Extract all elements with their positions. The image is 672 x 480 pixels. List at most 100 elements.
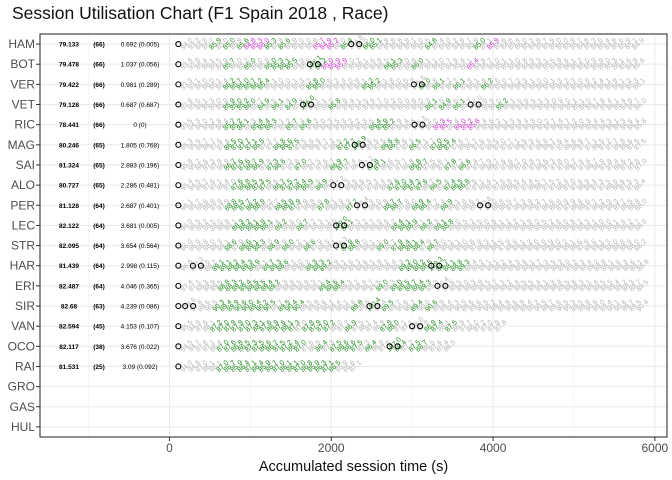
y-tick-label: HUL: [11, 420, 35, 434]
pit-out-marker: [190, 302, 197, 310]
pit-in-marker: [410, 81, 417, 88]
driver-row-rai: RAI 81.531 (25) 3.09 (0.092) 94.094.887.086.…: [15, 359, 363, 374]
y-tick-label: OCO: [8, 339, 35, 353]
driver-row-har: HAR 81.439 (64) 2.998 (0.115) 96.8117.388.58…: [10, 256, 651, 273]
lap-labels: 94.093.284.885.785.985.085.085.985.684.8…: [180, 34, 646, 51]
y-tick-label: VER: [10, 77, 35, 91]
driver-row-ver: VER 79.422 (66) 0.981 (0.289) 93.393.186.086…: [10, 74, 647, 91]
gap-to-best: 2.998 (0.115): [121, 263, 159, 270]
best-lap-time: 81.324: [59, 162, 79, 169]
x-tick-label: 4000: [480, 441, 507, 455]
pit-out-marker: [338, 182, 345, 189]
pit-out-marker: [419, 121, 426, 128]
lap-count: (66): [93, 122, 105, 129]
session-start-marker: [175, 61, 182, 68]
lap-labels: 92.993.686.185.385.085.985.985.085.286.0…: [180, 95, 649, 112]
y-tick-label: HAR: [10, 259, 36, 273]
best-lap-time: 80.246: [59, 142, 79, 149]
driver-row-sir: SIR 82.68 (63) 4.239 (0.086) 118.597.689.690…: [15, 296, 650, 313]
session-start-marker: [175, 121, 182, 128]
gap-to-best: 3.676 (0.022): [121, 344, 160, 351]
lap-count: (45): [93, 324, 105, 331]
driver-row-oco: OCO 82.117 (38) 3.676 (0.022) 94.594.787.687…: [8, 336, 458, 353]
lap-count: (38): [93, 344, 105, 351]
best-lap-time: 82.117: [59, 344, 79, 351]
lap-count: (66): [93, 42, 105, 49]
y-tick-label: ERI: [15, 279, 35, 293]
x-axis: 0 2000 4000 6000 Accumulated session time (s…: [166, 437, 669, 475]
driver-row-ham: HAM 79.133 (66) 0.692 (0.005) 94.093.284.885…: [8, 34, 646, 51]
y-tick-label: MAG: [8, 138, 35, 152]
best-lap-time: 81.531: [59, 364, 79, 371]
pit-out-marker: [442, 282, 449, 289]
gap-to-best: 3.681 (0.005): [121, 223, 160, 230]
best-lap-time: 82.594: [59, 324, 79, 331]
best-lap-time: 81.439: [59, 263, 79, 270]
gap-to-best: 3.09 (0.092): [122, 364, 157, 371]
pit-in-marker: [386, 343, 393, 350]
session-start-marker: [175, 222, 182, 229]
driver-row-vet: VET 79.128 (66) 0.687 (0.687) 92.993.686.185…: [12, 95, 649, 112]
pit-out-marker: [394, 343, 401, 350]
y-tick-label: GRO: [8, 380, 35, 394]
lap-count: (65): [93, 142, 105, 149]
lap-labels: 96.8117.388.588.289.189.188.288.489.388.…: [180, 256, 651, 273]
plot-panel: [40, 34, 667, 437]
pit-out-marker: [485, 202, 492, 209]
driver-row-sai: SAI 81.324 (65) 2.883 (0.196) 95.895.286.687…: [16, 155, 649, 172]
lap-count: (66): [93, 62, 105, 69]
pit-out-marker: [475, 101, 482, 108]
best-lap-time: 80.727: [59, 183, 79, 190]
lap-count: (65): [93, 162, 105, 169]
lap-labels: 96.096.988.888.088.389.188.687.988.689.1…: [180, 236, 648, 253]
session-start-marker: [175, 262, 182, 269]
gap-to-best: 4.153 (0.107): [121, 324, 160, 331]
pit-in-marker: [366, 302, 373, 310]
pit-out-marker: [340, 242, 348, 249]
gap-to-best: 0 (0): [133, 122, 146, 129]
driver-row-hul: HUL: [11, 420, 40, 434]
driver-row-str: STR 82.095 (64) 3.654 (0.564) 96.096.988.888…: [11, 236, 648, 253]
pit-out-marker: [418, 81, 425, 88]
pit-out-marker: [436, 262, 443, 269]
pit-in-marker: [467, 101, 474, 108]
session-start-marker: [175, 161, 182, 169]
pit-out-marker: [197, 262, 204, 269]
session-start-marker: [175, 323, 182, 330]
driver-row-lec: LEC 82.122 (64) 3.681 (0.005) 96.096.589.288…: [12, 215, 649, 232]
best-lap-time: 82.122: [59, 223, 79, 230]
pit-in-marker: [306, 61, 313, 68]
driver-row-ric: RIC 78.441 (66) 0 (0) 93.594.386.085.285.886…: [14, 115, 648, 132]
pit-out-marker: [341, 222, 348, 229]
driver-row-eri: ERI 82.487 (64) 4.046 (0.365) 97.497.188.388…: [15, 276, 650, 293]
best-lap-time: 82.68: [61, 304, 78, 311]
pit-in-marker: [182, 302, 189, 310]
driver-row-gas: GAS: [10, 400, 40, 414]
pit-out-marker: [366, 161, 373, 169]
session-start-marker: [175, 242, 182, 249]
pit-in-marker: [332, 242, 340, 249]
y-tick-label: HAM: [8, 37, 35, 51]
gap-to-best: 2.883 (0.196): [121, 162, 160, 169]
lap-count: (64): [93, 283, 105, 290]
pit-in-marker: [477, 202, 484, 209]
driver-rows: HAM 79.133 (66) 0.692 (0.005) 94.093.284.885…: [8, 34, 651, 434]
lap-labels: 96.195.788.688.887.987.988.888.587.788.2…: [180, 195, 649, 212]
pit-in-marker: [409, 323, 416, 330]
best-lap-time: 79.133: [59, 42, 79, 49]
lap-labels: 95.395.686.786.787.687.486.587.087.787.1…: [180, 135, 648, 152]
lap-count: (64): [93, 203, 105, 210]
session-start-marker: [175, 343, 182, 350]
lap-labels: 93.892.985.486.185.584.985.786.085.285.0…: [180, 54, 647, 71]
session-start-marker: [175, 282, 182, 289]
x-axis-title: Accumulated session time (s): [259, 459, 448, 475]
pit-in-marker: [434, 282, 441, 289]
lap-labels: 94.094.887.086.186.187.086.785.986.487.1…: [180, 359, 364, 374]
session-start-marker: [175, 202, 182, 209]
y-tick-label: GAS: [10, 400, 35, 414]
best-lap-time: 78.441: [59, 122, 79, 129]
pit-in-marker: [358, 161, 365, 169]
y-tick-label: VAN: [11, 319, 35, 333]
best-lap-time: 79.128: [59, 102, 79, 109]
